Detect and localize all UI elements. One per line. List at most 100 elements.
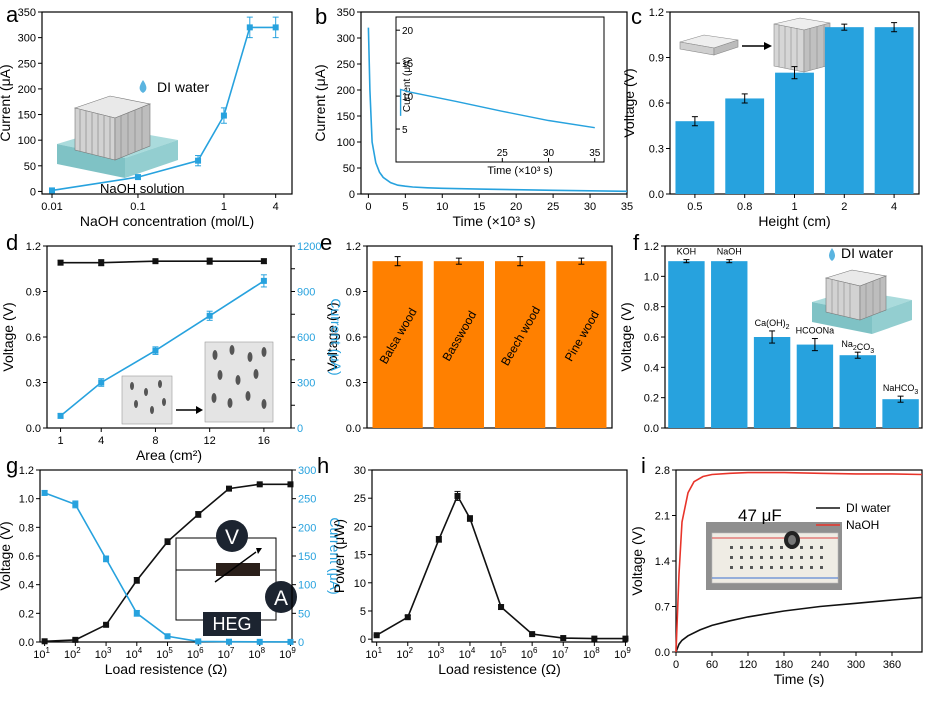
y-tick-label-h: 0 xyxy=(360,634,366,646)
inset-x-tick-label-b: 25 xyxy=(497,148,509,159)
data-point-g xyxy=(287,638,294,645)
y-tick-label-d: 0 xyxy=(297,423,303,435)
panel-e: e xyxy=(320,230,332,255)
x-axis-label-a: NaOH concentration (mol/L) xyxy=(80,213,254,229)
y-tick-label-b: 200 xyxy=(337,85,355,97)
y-tick-label-g: 300 xyxy=(298,465,316,477)
y-tick-label-h: 30 xyxy=(354,465,366,477)
y-tick-label-g: 250 xyxy=(298,494,316,506)
chart-g: 101 102 103 104 105 106 107 108 109 0.0 0.2 0.4 0.6 0… xyxy=(0,465,343,677)
x-tick-label-a: 0.01 xyxy=(41,201,62,213)
x-tick-label-g: 107 xyxy=(218,646,235,661)
y-tick-label-h: 25 xyxy=(354,493,366,505)
x-tick-label-b: 20 xyxy=(510,201,522,213)
y-tick-label-f: 0.2 xyxy=(644,393,659,405)
data-point-d xyxy=(206,258,213,265)
chart-h: 101 102 103 104 105 106 107 108 109 0 5 10 15 20 25 30 L… xyxy=(331,465,631,677)
y-tick-label-d: 0.6 xyxy=(26,332,41,344)
inset-y-tick-label-b: 15 xyxy=(402,59,414,70)
x-tick-label-d: 4 xyxy=(98,435,104,447)
y-tick-label-g: 150 xyxy=(298,551,316,563)
x-tick-label-g: 106 xyxy=(187,646,204,661)
x-axis-label-d: Area (cm²) xyxy=(136,447,202,463)
legend-label-i: DI water xyxy=(846,501,891,515)
y-axis-label-h: Power (μW) xyxy=(331,519,347,593)
chart-b-inset: 25 30 35 5 10 15 20 Time (×10³ s) Current (μA) xyxy=(395,16,605,177)
inset-x-tick-label-b: 30 xyxy=(543,148,555,159)
data-point-g xyxy=(256,481,263,488)
plot-frame-h xyxy=(371,469,628,643)
y-tick-label-f: 0.8 xyxy=(644,302,659,314)
y-tick-label-a: 50 xyxy=(24,161,36,173)
x-tick-label-h: 103 xyxy=(428,646,445,661)
bar-f xyxy=(839,355,876,428)
panel-h: h xyxy=(317,453,329,478)
x-tick-label-i: 360 xyxy=(883,659,901,671)
legend-label-i: NaOH xyxy=(846,518,879,532)
data-point-d xyxy=(98,259,105,266)
data-point-g xyxy=(133,577,140,584)
x-tick-label-g: 103 xyxy=(95,646,112,661)
x-tick-label-g: 101 xyxy=(33,646,50,661)
bar-label-f: NaOH xyxy=(717,247,742,257)
y-axis-label-g: Current (μA) xyxy=(327,517,343,594)
y-tick-label-g: 0.8 xyxy=(19,522,34,534)
bar-f xyxy=(882,399,919,428)
x-tick-label-g: 105 xyxy=(156,646,173,661)
plot-frame-a xyxy=(41,11,293,195)
y-axis-label-a: Current (μA) xyxy=(0,64,13,141)
x-tick-label-a: 4 xyxy=(273,201,279,213)
annotation-di-water-f: DI water xyxy=(841,245,893,261)
inset-x-tick-label-b: 35 xyxy=(589,148,601,159)
x-axis-label-c: Height (cm) xyxy=(758,213,830,229)
y-axis-label-i: Voltage (V) xyxy=(629,526,645,595)
chart-a: 0.01 0.1 1 4 0 50 100 150 200 250 300 350 NaOH conce… xyxy=(0,7,293,229)
y-tick-label-h: 10 xyxy=(354,578,366,590)
annotation-naoh-solution: NaOH solution xyxy=(100,181,185,196)
y-tick-label-g: 1.0 xyxy=(19,494,34,506)
y-tick-label-b: 50 xyxy=(343,163,355,175)
bar-e xyxy=(556,261,607,428)
chart-i: 0 60 120 180 240 300 360 0.0 0.7 1.4 2.1 2.8 Time (s… xyxy=(629,465,923,687)
y-tick-label-a: 200 xyxy=(18,84,36,96)
heg-label: HEG xyxy=(212,614,251,634)
y-axis-label-c: Voltage (V) xyxy=(621,68,637,137)
bar-e xyxy=(433,261,484,428)
y-tick-label-e: 0.0 xyxy=(346,423,361,435)
data-point-g xyxy=(226,485,232,492)
panel-f: f DI water xyxy=(633,230,912,334)
series-line-b xyxy=(367,27,628,193)
y-tick-label-g: 0.2 xyxy=(19,608,34,620)
y-tick-label-i: 0.0 xyxy=(655,647,670,659)
x-tick-label-i: 60 xyxy=(706,659,718,671)
y-tick-label-a: 150 xyxy=(18,110,36,122)
y-tick-label-c: 0.9 xyxy=(649,53,664,65)
bar-c xyxy=(775,72,814,194)
series-line-h xyxy=(376,494,626,640)
data-point-g xyxy=(195,511,202,518)
series-line-i-0 xyxy=(675,596,923,653)
panel-d: d xyxy=(6,230,274,425)
panel-label-i: i xyxy=(641,453,646,478)
x-tick-label-c: 1 xyxy=(791,201,797,213)
x-tick-label-d: 8 xyxy=(152,435,158,447)
x-tick-label-h: 107 xyxy=(552,646,569,661)
x-axis-label-i: Time (s) xyxy=(774,671,825,687)
y-tick-label-h: 15 xyxy=(354,550,366,562)
data-point-a xyxy=(195,157,202,164)
y-tick-label-f: 1.0 xyxy=(644,271,659,283)
data-point-g xyxy=(103,621,110,628)
panel-label-f: f xyxy=(633,230,640,255)
capacitance-label: 47 μF xyxy=(738,506,782,525)
y-tick-label-h: 5 xyxy=(360,606,366,618)
y-tick-label-d: 1200 xyxy=(297,241,321,253)
data-point-h xyxy=(466,515,473,522)
voltmeter-icon xyxy=(216,520,248,552)
bar-c xyxy=(824,27,864,194)
y-tick-label-i: 0.7 xyxy=(655,602,670,614)
x-tick-label-b: 10 xyxy=(436,201,448,213)
x-tick-label-h: 104 xyxy=(459,646,476,661)
